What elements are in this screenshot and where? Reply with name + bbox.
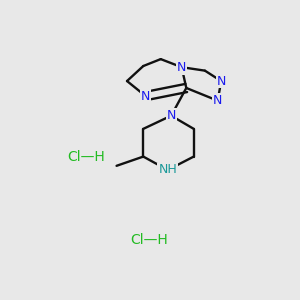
Text: Cl—H: Cl—H <box>68 150 105 164</box>
Text: Cl—H: Cl—H <box>130 233 168 248</box>
Text: N: N <box>217 74 226 88</box>
Text: N: N <box>213 94 222 107</box>
Text: N: N <box>141 90 150 103</box>
Text: NH: NH <box>158 164 177 176</box>
Text: N: N <box>167 109 176 122</box>
Text: N: N <box>177 61 186 74</box>
